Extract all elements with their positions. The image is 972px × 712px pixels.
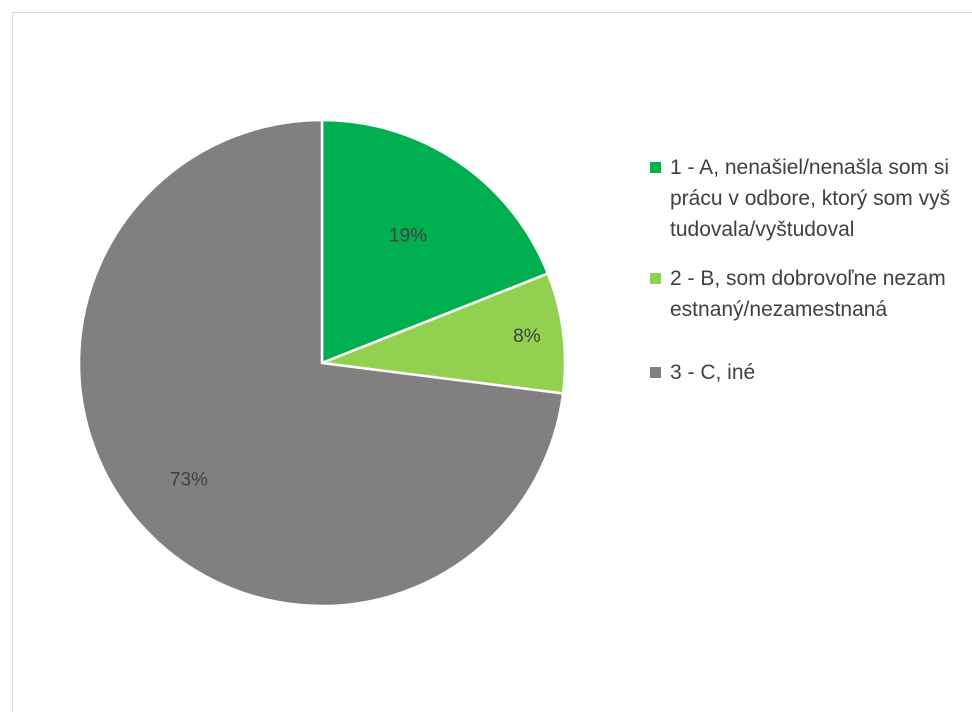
pie-slice-3: [77, 118, 565, 608]
legend-item-3: 3 - C, iné: [650, 357, 950, 388]
chart-area: [12, 12, 972, 712]
legend-swatch-3: [650, 367, 661, 378]
legend-swatch-2: [650, 273, 661, 284]
data-label-2: 8%: [513, 326, 541, 347]
legend-swatch-1: [650, 162, 661, 173]
legend-label-1: 1 - A, nenašiel/nenašla som si prácu v o…: [670, 156, 951, 241]
legend-item-1: 1 - A, nenašiel/nenašla som si prácu v o…: [650, 152, 950, 245]
data-label-1: 19%: [389, 225, 427, 246]
legend-label-2: 2 - B, som dobrovoľne nezamestnaný/nezam…: [670, 267, 946, 321]
data-label-3: 73%: [170, 469, 208, 490]
pie-slices: [77, 118, 567, 608]
data-labels: 19% 8% 73%: [170, 225, 541, 490]
pie-slice-1: [320, 118, 550, 365]
legend: 1 - A, nenašiel/nenašla som si prácu v o…: [650, 152, 950, 406]
pie-slice-2: [320, 272, 567, 395]
legend-item-2: 2 - B, som dobrovoľne nezamestnaný/nezam…: [650, 263, 950, 325]
legend-label-3: 3 - C, iné: [670, 361, 756, 384]
